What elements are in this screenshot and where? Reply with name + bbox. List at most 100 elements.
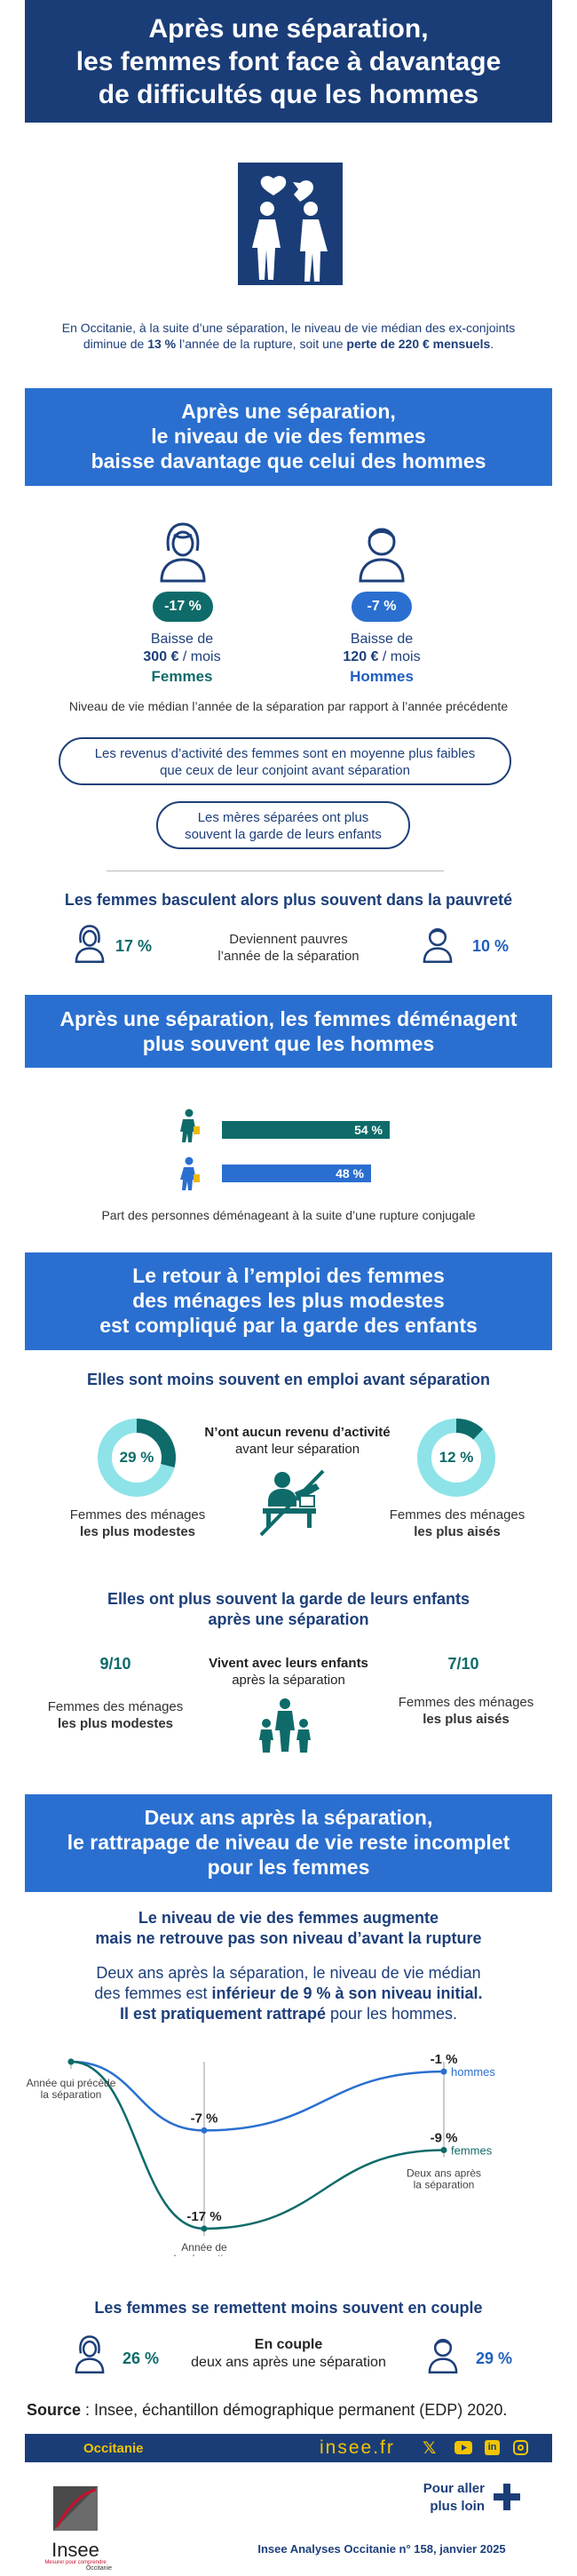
section4-text: Deux ans après la séparation, le niveau … <box>94 1964 483 2023</box>
page-title-line1: Après une séparation, <box>148 14 429 44</box>
section3-title-line2: des ménages les plus modestes <box>132 1289 445 1312</box>
page-title-line2: les femmes font face à davantage <box>75 47 502 76</box>
footer-region: Occitanie <box>83 2441 144 2456</box>
chart-data-label: -17 % <box>186 2209 221 2224</box>
donut-wealthy <box>417 1419 495 1497</box>
custody-wealthy-label: Femmes des ménages les plus aisés <box>398 1695 534 1727</box>
donut-modest-arc <box>98 1419 176 1497</box>
instagram-icon[interactable] <box>513 2440 528 2455</box>
section3-banner: Le retour à l’emploi des femmes des ména… <box>25 1252 552 1350</box>
move-bar-women: 54 % <box>222 1121 390 1139</box>
footer-bar: Occitanie insee.fr 𝕏 in <box>25 2434 552 2462</box>
section4-subtitle: Le niveau de vie des femmes augmente mai… <box>95 1909 482 1947</box>
footer-site-link[interactable]: insee.fr <box>320 2437 395 2458</box>
section1-banner: Après une séparation, le niveau de vie d… <box>25 388 552 486</box>
intro-line2: diminue de 13 % l’année de la rupture, s… <box>83 337 494 351</box>
employment-title: Elles sont moins souvent en emploi avant… <box>86 1371 491 1388</box>
chart-data-label: -7 % <box>191 2111 218 2126</box>
donut-modest <box>98 1419 176 1497</box>
woman-icon <box>156 521 209 583</box>
section3-title-line3: est compliqué par la garde des enfants <box>99 1314 478 1337</box>
section2-title-line2: plus souvent que les hommes <box>142 1032 435 1055</box>
donut-modest-label: 29 % <box>119 1449 154 1466</box>
chart-legend-femmes: femmes <box>451 2144 493 2158</box>
men-label: Hommes <box>350 668 414 685</box>
section4-title-line1: Deux ans après la séparation, <box>144 1806 433 1829</box>
custody-title: Elles ont plus souvent la garde de leurs… <box>107 1590 470 1628</box>
man-walking-icon <box>178 1157 201 1192</box>
more-info-link[interactable]: Pour aller plus loin <box>423 2481 485 2514</box>
no-work-icon <box>256 1466 328 1538</box>
section4-banner: Deux ans après la séparation, le rattrap… <box>25 1794 552 1892</box>
chart-legend-hommes: hommes <box>451 2065 495 2079</box>
no-income-label: N’ont aucun revenu d’activité avant leur… <box>204 1425 391 1457</box>
separation-icon <box>238 163 343 285</box>
donut-wealthy-arc <box>417 1419 495 1497</box>
custody-modest-value: 9/10 <box>99 1655 131 1673</box>
poverty-men-value: 10 % <box>472 937 510 955</box>
section1-title-line3: baisse davantage que celui des hommes <box>91 449 486 473</box>
source-note: Source : Insee, échantillon démographiqu… <box>27 2401 508 2419</box>
couple-women-value: 26 % <box>123 2349 160 2367</box>
chart-point-femmes <box>440 2147 447 2154</box>
income-pill: Les revenus d’activité des femmes sont e… <box>59 737 511 785</box>
section2-title-line1: Après une séparation, les femmes déménag… <box>59 1007 518 1030</box>
insee-logo-text: Insee <box>51 2539 99 2561</box>
insee-logo: Insee Mesurer pour comprendre Occitanie <box>36 2483 115 2572</box>
men-drop-badge: -7 % <box>352 592 412 622</box>
custody-wealthy-value: 7/10 <box>447 1655 479 1673</box>
chart-tick-label: la séparation <box>174 2253 235 2256</box>
plus-icon[interactable] <box>494 2484 520 2510</box>
couple-title: Les femmes se remettent moins souvent en… <box>94 2299 483 2317</box>
linkedin-icon[interactable]: in <box>485 2440 500 2455</box>
move-bar-men-label: 48 % <box>336 1166 364 1181</box>
chart-tick-label: la séparation <box>41 2088 102 2101</box>
men-drop-text: Baisse de 120 € / mois Hommes <box>315 631 448 686</box>
chart-data-label: -9 % <box>431 2131 458 2146</box>
section2-caption: Part des personnes déménageant à la suit… <box>101 1208 476 1222</box>
modest-women-label: Femmes des ménages les plus modestes <box>69 1507 206 1539</box>
chart-tick-label: la séparation <box>414 2179 475 2191</box>
chart-tick-label: Année qui précède <box>27 2077 116 2089</box>
custody-center-label: Vivent avec leurs enfants après la sépar… <box>209 1656 368 1688</box>
custody-modest-label: Femmes des ménages les plus modestes <box>47 1699 184 1731</box>
section2-banner: Après une séparation, les femmes déménag… <box>25 995 552 1068</box>
poverty-title: Les femmes basculent alors plus souvent … <box>64 891 513 909</box>
wealthy-women-label: Femmes des ménages les plus aisés <box>389 1507 526 1539</box>
section1-caption: Niveau de vie médian l’année de la sépar… <box>68 699 509 713</box>
couple-men-value: 29 % <box>476 2349 513 2367</box>
section1-title-line1: Après une séparation, <box>181 400 396 423</box>
women-drop-badge: -17 % <box>153 592 213 622</box>
chart-point-hommes <box>201 2127 208 2134</box>
page-title-line3: de difficultés que les hommes <box>98 80 479 109</box>
donut-wealthy-label: 12 % <box>439 1449 474 1466</box>
x-icon[interactable]: 𝕏 <box>423 2439 437 2458</box>
chart-tick-label: Année de <box>181 2241 227 2254</box>
intro-line1: En Occitanie, à la suite d’une séparatio… <box>61 321 516 335</box>
man-icon <box>355 521 408 583</box>
family-icon <box>257 1697 312 1753</box>
section1-title-line2: le niveau de vie des femmes <box>151 425 426 448</box>
custody-pill: Les mères séparées ont plus souvent la g… <box>156 801 410 849</box>
move-bar-women-label: 54 % <box>354 1123 383 1137</box>
publication-reference: Insee Analyses Occitanie n° 158, janvier… <box>257 2542 506 2556</box>
chart-point-hommes <box>440 2068 447 2075</box>
chart-point-femmes <box>67 2058 75 2065</box>
living-standard-chart: -7 % -1 %hommes -17 % -9 %femmes Année qui p… <box>27 2052 496 2256</box>
chart-tick-label: Deux ans après <box>407 2167 481 2180</box>
header-banner: Après une séparation, les femmes font fa… <box>25 0 552 123</box>
section3-title-line1: Le retour à l’emploi des femmes <box>132 1264 445 1287</box>
section4-title-line3: pour les femmes <box>207 1856 370 1879</box>
woman-icon-small <box>73 924 107 963</box>
youtube-icon[interactable] <box>454 2441 472 2454</box>
section4-title-line2: le rattrapage de niveau de vie reste inc… <box>67 1831 510 1854</box>
chart-series-hommes <box>70 2060 445 2132</box>
couple-label: En couple deux ans après une séparation <box>191 2337 386 2370</box>
woman-walking-icon <box>178 1109 201 1144</box>
chart-data-label: -1 % <box>431 2052 458 2067</box>
women-label: Femmes <box>151 668 213 685</box>
chart-point-femmes <box>201 2225 208 2232</box>
move-bar-men: 48 % <box>222 1165 371 1182</box>
man-icon-small <box>421 924 454 963</box>
intro-text: En Occitanie, à la suite d’une séparatio… <box>18 320 559 352</box>
